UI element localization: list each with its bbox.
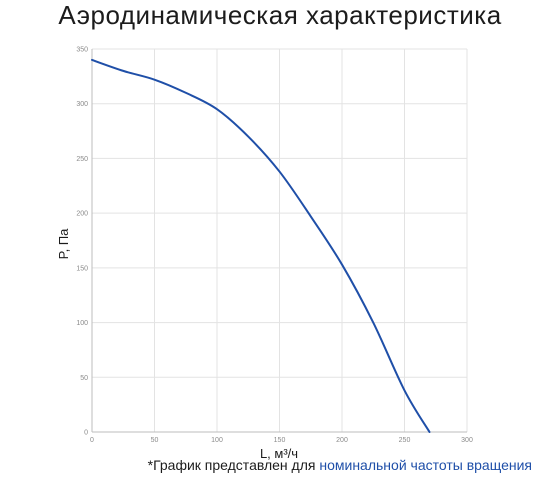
x-tick-label: 50 [151,437,159,444]
x-tick-label: 200 [336,437,348,444]
series-layer [91,58,431,433]
y-tick-label: 50 [80,375,88,382]
y-tick-label: 200 [76,211,88,218]
x-tick-label: 100 [211,437,223,444]
grid-layer [92,48,468,432]
y-tick-label: 150 [76,265,88,272]
y-tick-label: 250 [76,156,88,163]
chart-title: Аэродинамическая характеристика [58,0,502,30]
x-axis-label: L, м³/ч [260,446,298,461]
x-tick-label: 150 [274,437,286,444]
x-tick-label: 250 [399,437,411,444]
footnote-prefix: *График представлен для [147,457,320,473]
axes [91,49,467,433]
tick-labels: 0 50 100 150 200 250 300 0 50 100 150 200 250 300 350 [76,47,473,445]
y-tick-label: 100 [76,320,88,327]
x-tick-label: 300 [461,437,473,444]
y-tick-label: 0 [84,430,88,437]
series-line [91,58,431,433]
y-tick-label: 300 [76,101,88,108]
footnote-highlight: номинальной частоты вращения [319,457,532,473]
x-tick-label: 0 [90,437,94,444]
y-tick-label: 350 [76,47,88,54]
y-axis-label: P, Па [56,228,71,260]
footnote: *График представлен для номинальной част… [148,456,532,474]
